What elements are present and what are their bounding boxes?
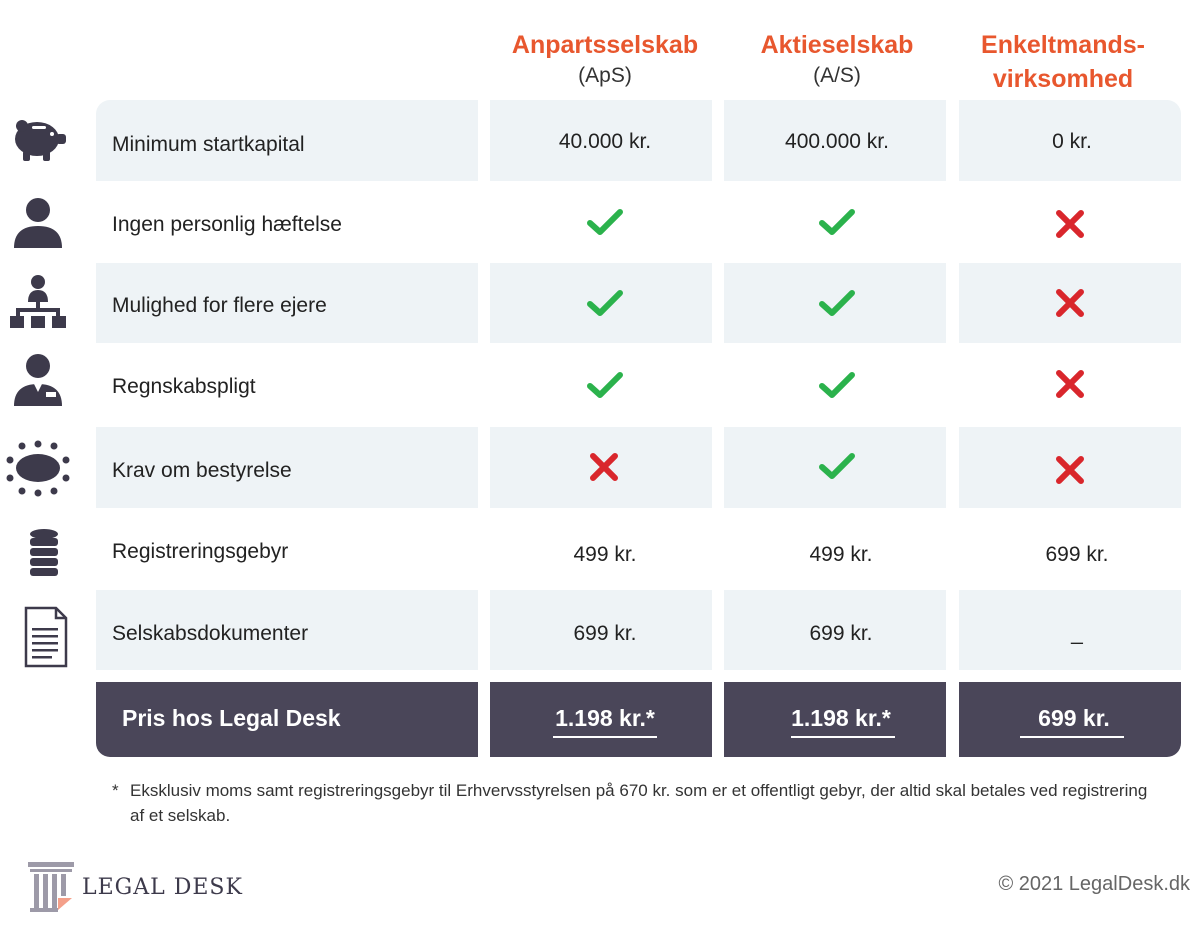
cell-value-dash: _ <box>1071 622 1083 645</box>
cell-value: 499 kr. <box>573 543 637 566</box>
total-row-label-bg <box>96 682 478 757</box>
cell-value: 400.000 kr. <box>785 130 889 153</box>
row-bg <box>96 100 478 181</box>
cross-icon <box>1056 456 1084 484</box>
price-underline <box>553 736 657 738</box>
check-icon <box>819 372 855 398</box>
row-label-flere-ejere: Mulighed for flere ejere <box>112 294 327 317</box>
check-icon <box>819 209 855 235</box>
cell-value: 0 kr. <box>1052 130 1092 153</box>
cross-icon <box>1056 210 1084 238</box>
column-title: Enkeltmands- <box>981 31 1145 59</box>
cell-value: 699 kr. <box>809 622 873 645</box>
check-icon <box>587 290 623 316</box>
person-icon <box>14 198 62 248</box>
cross-icon <box>590 453 618 481</box>
total-row-bg <box>724 682 946 757</box>
cell-value: 699 kr. <box>573 622 637 645</box>
row-bg <box>724 100 946 181</box>
column-header-enkeltmand: Enkeltmands- virksomhed <box>960 28 1166 96</box>
column-header-as: Aktieselskab (A/S) <box>726 28 948 90</box>
column-title: Anpartsselskab <box>511 31 699 59</box>
row-bg <box>490 100 712 181</box>
check-icon <box>819 290 855 316</box>
cross-icon <box>1056 289 1084 317</box>
row-bg <box>724 427 946 508</box>
businessman-icon <box>14 354 62 406</box>
footnote: * Eksklusiv moms samt registreringsgebyr… <box>112 778 1152 828</box>
column-title-line2: virksomhed <box>992 65 1134 93</box>
row-bg <box>96 427 478 508</box>
row-bg <box>724 263 946 343</box>
document-icon <box>24 606 68 668</box>
check-icon <box>587 372 623 398</box>
row-bg <box>490 590 712 670</box>
row-label-registreringsgebyr: Registreringsgebyr <box>112 540 289 563</box>
row-label-startkapital: Minimum startkapital <box>112 133 305 156</box>
row-label-bestyrelse: Krav om bestyrelse <box>112 459 292 482</box>
total-price-as: 1.198 kr.* <box>791 705 891 731</box>
row-bg <box>96 590 478 670</box>
row-label-regnskabspligt: Regnskabspligt <box>112 375 256 398</box>
brand-name: LEGAL DESK <box>82 875 243 900</box>
row-bg <box>96 263 478 343</box>
cell-value: 699 kr. <box>1045 543 1109 566</box>
total-row-bg <box>490 682 712 757</box>
cell-value: 499 kr. <box>809 543 873 566</box>
copyright: © 2021 LegalDesk.dk <box>998 873 1190 895</box>
footnote-star: * <box>112 781 119 800</box>
total-price-aps: 1.198 kr.* <box>555 705 655 731</box>
total-price-enkeltmand: 699 kr. <box>1038 705 1110 731</box>
column-subtitle: (ApS) <box>578 64 632 87</box>
check-icon <box>819 453 855 479</box>
check-icon <box>587 209 623 235</box>
row-bg <box>959 590 1181 670</box>
column-subtitle: (A/S) <box>813 64 861 87</box>
coin-stack-icon <box>30 529 58 576</box>
row-label-haeftelse: Ingen personlig hæftelse <box>112 213 342 236</box>
cross-icon <box>1056 370 1084 398</box>
footnote-text: Eksklusiv moms samt registreringsgebyr t… <box>130 781 1148 825</box>
column-title: Aktieselskab <box>760 31 914 59</box>
legal-desk-logo-icon <box>28 862 74 912</box>
price-underline <box>1020 736 1124 738</box>
total-row-bg <box>959 682 1181 757</box>
board-table-icon <box>6 440 70 497</box>
cell-value: 40.000 kr. <box>558 130 652 153</box>
row-label-selskabsdokumenter: Selskabsdokumenter <box>112 622 309 645</box>
row-bg <box>490 263 712 343</box>
price-underline <box>791 736 895 738</box>
piggy-bank-icon <box>15 120 66 161</box>
total-label: Pris hos Legal Desk <box>122 705 341 731</box>
row-bg <box>724 590 946 670</box>
row-bg <box>959 100 1181 181</box>
org-chart-icon <box>10 275 66 328</box>
column-header-aps: Anpartsselskab (ApS) <box>490 28 720 90</box>
